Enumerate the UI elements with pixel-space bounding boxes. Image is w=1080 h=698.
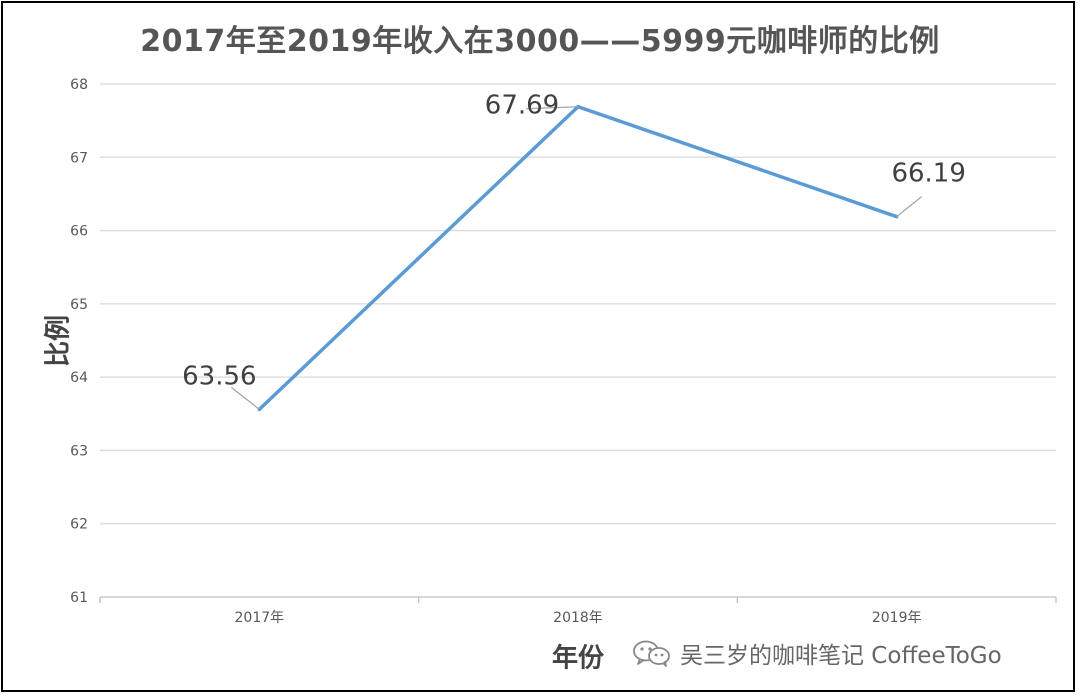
x-axis-label: 年份 xyxy=(551,643,605,674)
watermark-text: 吴三岁的咖啡笔记 CoffeeToGo xyxy=(680,643,1002,669)
series-line xyxy=(258,104,898,411)
x-tick-label: 2017年 xyxy=(235,610,285,626)
y-tick-label: 67 xyxy=(70,150,88,166)
data-label-leader xyxy=(896,196,923,218)
y-tick-label: 68 xyxy=(70,77,88,93)
data-label: 67.69 xyxy=(485,91,559,121)
watermark: 吴三岁的咖啡笔记 CoffeeToGo xyxy=(632,638,1002,669)
x-tick-label: 2019年 xyxy=(872,610,922,626)
data-label: 66.19 xyxy=(891,159,965,189)
y-tick-label: 66 xyxy=(70,224,88,240)
chart-title: 2017年至2019年收入在3000——5999元咖啡师的比例 xyxy=(140,24,940,59)
data-label-leader xyxy=(525,106,579,110)
y-tick-label: 63 xyxy=(70,443,88,459)
y-tick-label: 61 xyxy=(70,590,88,606)
data-label: 63.56 xyxy=(182,361,256,391)
y-tick-label: 62 xyxy=(70,517,88,533)
y-tick-label: 64 xyxy=(70,370,88,386)
x-tick-label: 2018年 xyxy=(553,610,603,626)
data-label-leader xyxy=(230,386,260,410)
data-point xyxy=(576,104,580,109)
y-tick-label: 65 xyxy=(70,297,88,313)
wechat-icon xyxy=(633,640,670,667)
y-axis-label: 比例 xyxy=(43,314,74,368)
